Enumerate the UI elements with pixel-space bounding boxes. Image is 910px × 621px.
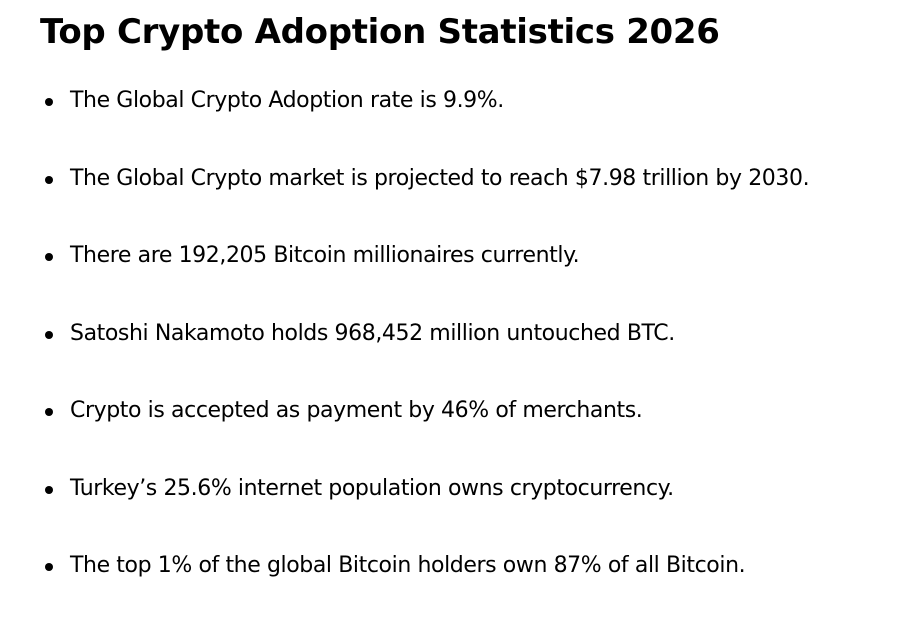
list-item: Satoshi Nakamoto holds 968,452 million u… bbox=[44, 311, 809, 389]
list-item: The Global Crypto Adoption rate is 9.9%. bbox=[44, 78, 809, 156]
list-item: The top 1% of the global Bitcoin holders… bbox=[44, 543, 809, 621]
page: Top Crypto Adoption Statistics 2026 The … bbox=[40, 12, 810, 578]
list-item: The Global Crypto market is projected to… bbox=[44, 156, 810, 234]
title: Top Crypto Adoption Statistics 2026 bbox=[40, 12, 720, 52]
list-item: There are 192,205 Bitcoin millionaires c… bbox=[44, 233, 809, 311]
list-item: Turkey’s 25.6% internet population owns … bbox=[44, 466, 809, 544]
stats-list: The Global Crypto Adoption rate is 9.9%.… bbox=[0, 78, 810, 621]
list-item: Crypto is accepted as payment by 46% of … bbox=[44, 388, 809, 466]
